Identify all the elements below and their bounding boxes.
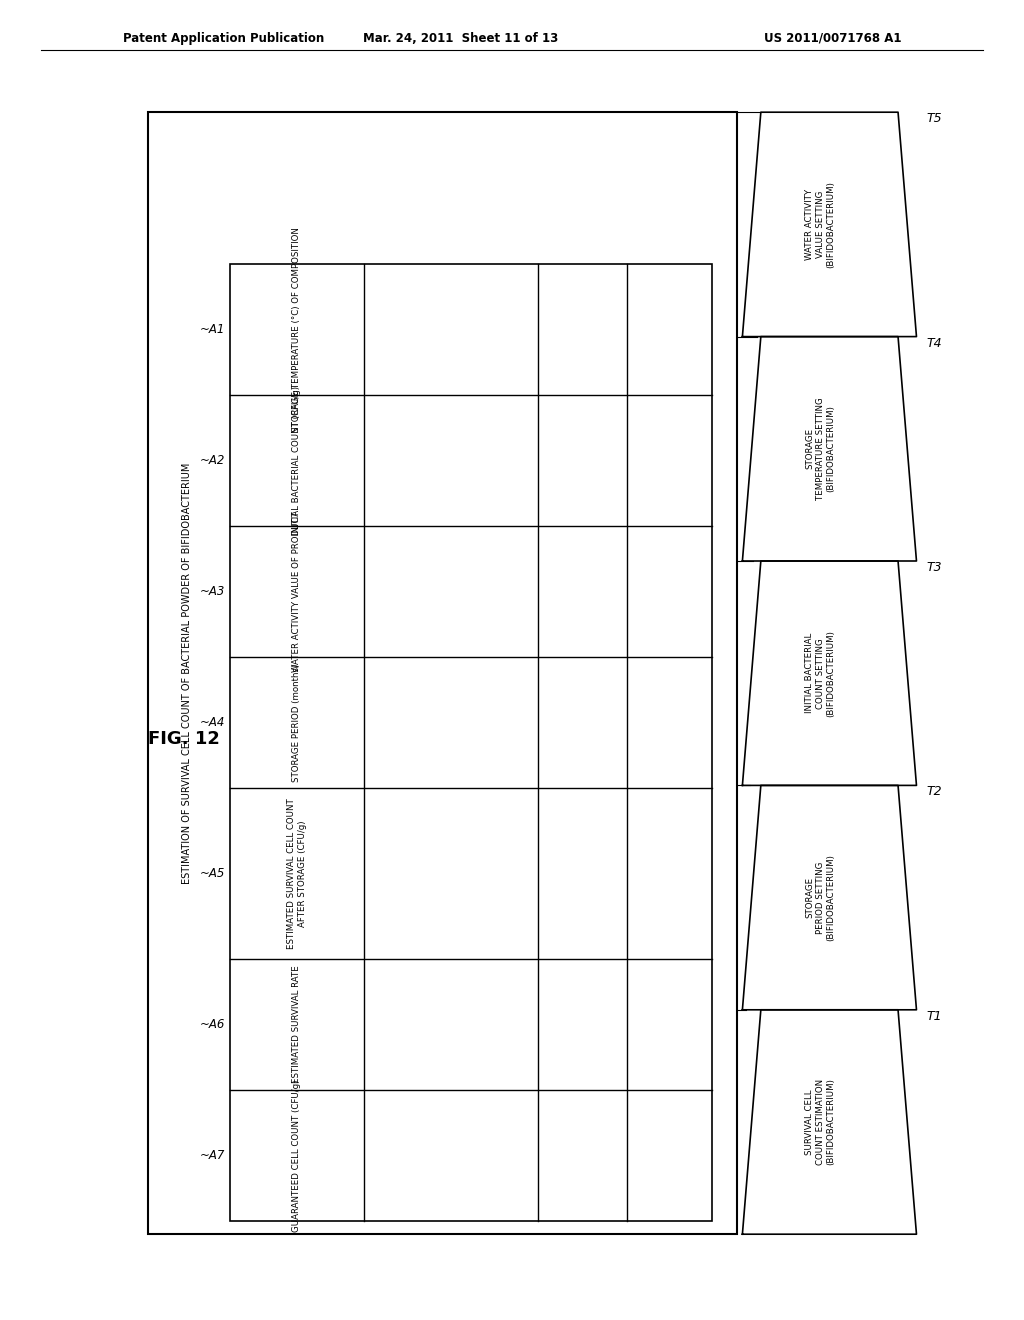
Text: WATER ACTIVITY VALUE OF PRODUCT: WATER ACTIVITY VALUE OF PRODUCT xyxy=(293,511,301,672)
Text: T5: T5 xyxy=(927,112,942,125)
Text: INITIAL BACTERIAL COUNT (CFU/g): INITIAL BACTERIAL COUNT (CFU/g) xyxy=(293,387,301,535)
Text: ~A7: ~A7 xyxy=(200,1148,225,1162)
Text: ESTIMATED SURVIVAL CELL COUNT
AFTER STORAGE (CFU/g): ESTIMATED SURVIVAL CELL COUNT AFTER STOR… xyxy=(288,799,306,949)
Text: ESTIMATION OF SURVIVAL CELL COUNT OF BACTERIAL POWDER OF BIFIDOBACTERIUM: ESTIMATION OF SURVIVAL CELL COUNT OF BAC… xyxy=(182,462,193,884)
Text: Mar. 24, 2011  Sheet 11 of 13: Mar. 24, 2011 Sheet 11 of 13 xyxy=(364,32,558,45)
Text: T1: T1 xyxy=(927,1010,942,1023)
Text: ESTIMATED SURVIVAL RATE: ESTIMATED SURVIVAL RATE xyxy=(293,965,301,1084)
Text: STORAGE PERIOD (months): STORAGE PERIOD (months) xyxy=(293,664,301,781)
Text: Patent Application Publication: Patent Application Publication xyxy=(123,32,325,45)
Text: T2: T2 xyxy=(927,785,942,799)
Text: SURVIVAL CELL
COUNT ESTIMATION
(BIFIDOBACTERIUM): SURVIVAL CELL COUNT ESTIMATION (BIFIDOBA… xyxy=(805,1078,836,1166)
Polygon shape xyxy=(742,1010,916,1234)
Text: STORAGE
TEMPERATURE SETTING
(BIFIDOBACTERIUM): STORAGE TEMPERATURE SETTING (BIFIDOBACTE… xyxy=(805,397,836,500)
Text: ~A4: ~A4 xyxy=(200,717,225,730)
Text: INITIAL BACTERIAL
COUNT SETTING
(BIFIDOBACTERIUM): INITIAL BACTERIAL COUNT SETTING (BIFIDOB… xyxy=(805,630,836,717)
Text: WATER ACTIVITY
VALUE SETTING
(BIFIDOBACTERIUM): WATER ACTIVITY VALUE SETTING (BIFIDOBACT… xyxy=(805,181,836,268)
Text: STORAGE TEMPERATURE (°C) OF COMPOSITION: STORAGE TEMPERATURE (°C) OF COMPOSITION xyxy=(293,227,301,432)
Text: STORAGE
PERIOD SETTING
(BIFIDOBACTERIUM): STORAGE PERIOD SETTING (BIFIDOBACTERIUM) xyxy=(805,854,836,941)
Text: GUARANTEED CELL COUNT (CFU/g): GUARANTEED CELL COUNT (CFU/g) xyxy=(293,1080,301,1232)
Text: ~A6: ~A6 xyxy=(200,1018,225,1031)
Polygon shape xyxy=(742,337,916,561)
Text: FIG. 12: FIG. 12 xyxy=(148,730,220,748)
Text: T4: T4 xyxy=(927,337,942,350)
Text: US 2011/0071768 A1: US 2011/0071768 A1 xyxy=(764,32,901,45)
Text: ~A1: ~A1 xyxy=(200,323,225,337)
Polygon shape xyxy=(742,561,916,785)
Text: T3: T3 xyxy=(927,561,942,574)
Text: ~A3: ~A3 xyxy=(200,585,225,598)
Bar xyxy=(148,112,737,1234)
Bar xyxy=(230,264,712,1221)
Polygon shape xyxy=(742,785,916,1010)
Text: ~A5: ~A5 xyxy=(200,867,225,880)
Polygon shape xyxy=(742,112,916,337)
Text: ~A2: ~A2 xyxy=(200,454,225,467)
